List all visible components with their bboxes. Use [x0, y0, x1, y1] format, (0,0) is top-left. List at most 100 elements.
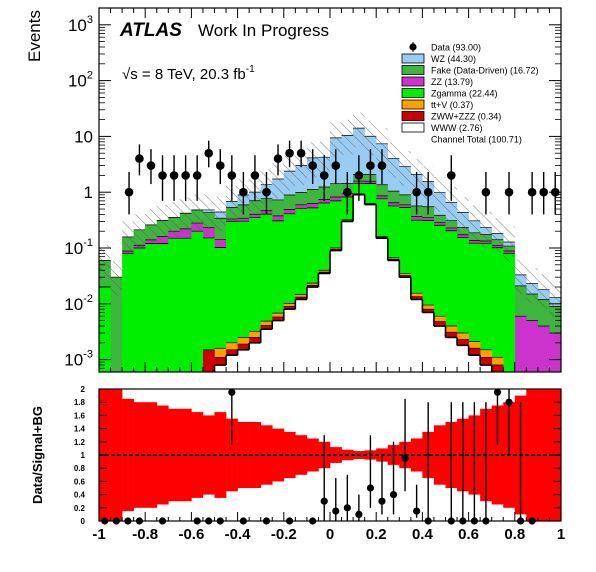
- stack-bin-Zgamma: [133, 248, 146, 372]
- stack-bin-Fake: [526, 293, 539, 321]
- stack-bin-ZWWZZZ: [306, 285, 319, 288]
- stack-bin-WZ: [341, 135, 354, 184]
- ratio-band-bin: [122, 398, 134, 512]
- stack-bin-ZZ: [202, 227, 215, 238]
- stack-bin-ttV: [283, 303, 296, 307]
- stack-bin-Zgamma: [191, 231, 204, 372]
- uncertainty-bin: [122, 221, 134, 257]
- ratio-point: [389, 441, 398, 515]
- data-marker: [158, 171, 167, 180]
- uncertainty-bin: [526, 268, 538, 303]
- data-points: [124, 140, 560, 215]
- stack-bin-Zgamma: [433, 225, 446, 317]
- ratio-point: [401, 398, 409, 492]
- stack-bin-ZZ: [422, 217, 435, 221]
- data-point: [135, 144, 144, 176]
- stack-bin-ttV: [376, 236, 389, 238]
- ratio-x-tick-label: -0.2: [271, 526, 297, 543]
- ratio-plot-panel: 0 0.2 0.4 0.6 0.8 1 1.2 1.4 1.6 1.8 2 -1 -0.8 -0.6 -0…: [30, 385, 565, 543]
- uncertainty-bin: [457, 196, 469, 232]
- uncertainty-bin: [480, 211, 492, 247]
- uncertainty-bin: [491, 218, 504, 253]
- stack-bin-ttV: [480, 349, 492, 358]
- stack-bin-WWW: [283, 309, 296, 372]
- main-x-ticks: [98, 8, 562, 372]
- uncertainty-bin: [549, 281, 561, 317]
- uncertainty-bin: [364, 120, 377, 156]
- data-point: [250, 155, 260, 201]
- stack-bin-ZWWZZZ: [260, 325, 273, 330]
- stack-bin-ZWWZZZ: [249, 337, 261, 343]
- stack-bin-WWW: [295, 299, 308, 372]
- stack-bin-ttV: [249, 331, 261, 338]
- stack-bin-Fake: [376, 184, 389, 196]
- stack-bin-ZWWZZZ: [491, 365, 504, 372]
- stack-bin-WWW: [376, 238, 389, 372]
- stack-bin-Fake: [445, 220, 458, 228]
- legend-entry-data: Data (93.00): [409, 42, 481, 53]
- stack-bin-Zgamma: [445, 230, 458, 327]
- data-marker: [227, 171, 237, 180]
- legend-label: ZZ (13.79): [431, 77, 473, 87]
- stack-bin-Zgamma: [202, 237, 215, 350]
- ratio-y-tick-label: 0.4: [74, 491, 86, 500]
- stack-bin-WWW: [364, 204, 377, 372]
- data-point: [285, 140, 294, 168]
- data-marker: [273, 154, 283, 163]
- stack-bin-ttV: [341, 219, 354, 221]
- data-marker: [308, 161, 317, 170]
- stack-bin-Fake: [433, 215, 446, 223]
- legend-marker: [409, 43, 417, 51]
- data-point: [343, 172, 352, 215]
- stack-bin-ZZ: [537, 326, 550, 372]
- stack-bin-Fake: [272, 199, 285, 216]
- uncertainty-bin: [341, 119, 354, 155]
- data-marker: [354, 171, 364, 180]
- data-point: [158, 155, 167, 201]
- energy-lumi-label: √s = 8 TeV, 20.3 fb-1: [122, 64, 255, 83]
- legend-entry-total: Channel Total (100.71): [431, 135, 522, 145]
- ratio-x-tick-label: 0.2: [366, 526, 387, 543]
- y-tick-base: 10: [68, 72, 87, 91]
- data-point: [192, 155, 202, 201]
- ratio-marker: [343, 504, 351, 512]
- stack-layer-ttV: [202, 193, 504, 366]
- uncertainty-bin: [353, 112, 365, 148]
- ratio-x-tick-label: -0.6: [178, 526, 204, 543]
- ratio-point: [493, 388, 502, 446]
- stack-bin-ZZ: [526, 320, 539, 372]
- data-point: [319, 155, 329, 201]
- stack-bin-WWW: [399, 277, 412, 372]
- ratio-marker: [332, 507, 340, 515]
- stack-bin-ZWWZZZ: [445, 332, 458, 338]
- ratio-point: [355, 494, 363, 521]
- stack-outline-WWW: [214, 193, 492, 366]
- y-tick-label: 102: [68, 70, 93, 91]
- ratio-band-bin: [133, 402, 146, 508]
- stack-bin-Zgamma: [306, 207, 319, 284]
- uncertainty-bin: [272, 163, 284, 199]
- stack-bin-Fake: [399, 194, 412, 205]
- y-tick-exponent: 3: [87, 14, 93, 26]
- www-histogram-edges: [213, 194, 493, 372]
- stack-bin-ZWWZZZ: [202, 349, 215, 372]
- uncertainty-bin: [202, 194, 215, 230]
- ratio-y-tick-label: 0.6: [74, 477, 86, 486]
- stack-bin-ZZ: [237, 218, 250, 222]
- stack-bin-ZZ: [468, 240, 481, 244]
- stack-bin-WWW: [480, 365, 492, 372]
- ratio-point: [343, 474, 351, 521]
- ratio-band-bin: [110, 389, 123, 521]
- y-tick-label: 10-1: [64, 237, 93, 258]
- y-tick-label: 10-3: [64, 349, 93, 370]
- data-point: [181, 155, 190, 201]
- stack-bin-ZWWZZZ: [480, 357, 492, 366]
- ratio-band-bin: [295, 435, 308, 475]
- stack-bin-WWW: [457, 345, 469, 372]
- y-tick-base: 10: [68, 16, 87, 35]
- ratio-band-bin: [145, 402, 158, 508]
- data-point: [296, 140, 306, 168]
- legend-entry-ZWWZZZ: ZWW+ZZZ (0.34): [401, 111, 501, 122]
- legend-entry-Zgamma: Zgamma (22.44): [401, 88, 498, 99]
